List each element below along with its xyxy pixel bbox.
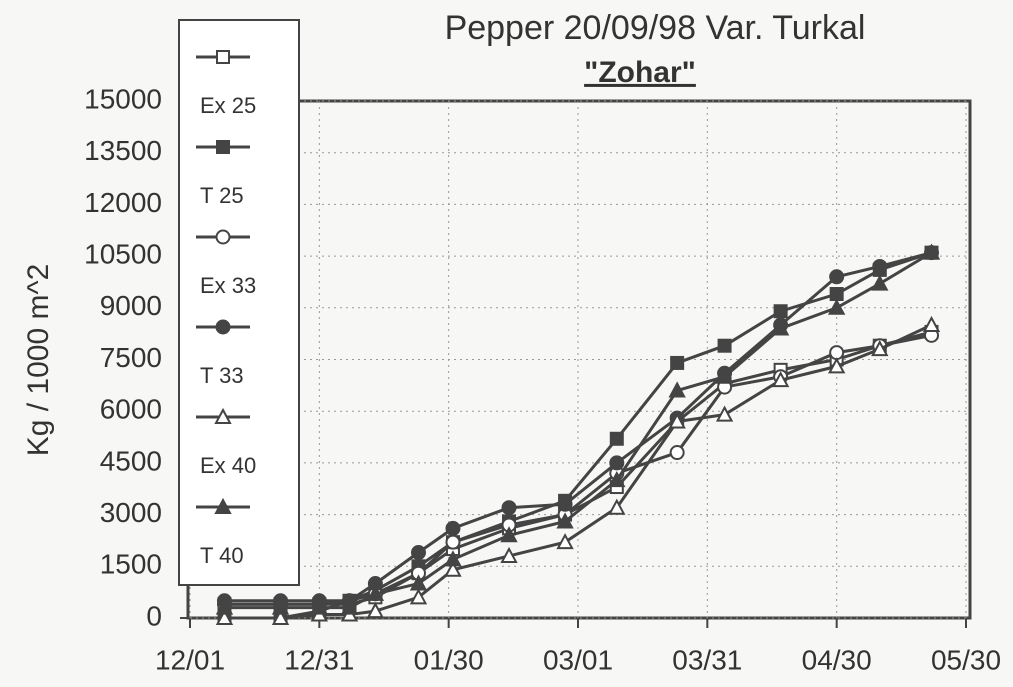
legend-label: Ex 25	[200, 93, 256, 118]
marker	[214, 497, 232, 514]
y-tick-label: 4500	[100, 445, 162, 476]
chart-subtitle: "Zohar"	[584, 56, 696, 89]
x-tick-label: 12/31	[284, 644, 354, 675]
marker	[445, 534, 461, 550]
marker	[500, 526, 518, 543]
marker	[215, 608, 234, 625]
marker	[409, 588, 428, 605]
marker	[715, 367, 734, 384]
legend-label: T 25	[200, 183, 244, 208]
x-tick-label: 12/01	[155, 644, 225, 675]
legend-label: Ex 33	[200, 273, 256, 298]
y-tick-label: 15000	[84, 83, 162, 114]
marker	[829, 287, 844, 302]
marker	[501, 500, 517, 516]
series-line	[224, 323, 933, 620]
x-tick-label: 01/30	[414, 644, 484, 675]
marker	[214, 407, 232, 424]
marker	[608, 498, 626, 515]
legend-label: Ex 40	[200, 453, 256, 478]
marker	[271, 608, 290, 625]
marker	[829, 269, 845, 285]
marker	[829, 345, 845, 361]
y-tick-label: 3000	[100, 497, 162, 528]
marker	[445, 520, 461, 536]
marker	[410, 545, 426, 561]
series-line	[224, 251, 933, 610]
marker	[827, 357, 846, 374]
marker	[670, 355, 685, 370]
marker	[871, 274, 889, 291]
marker	[271, 598, 290, 615]
y-tick-label: 12000	[84, 187, 162, 218]
marker	[409, 574, 428, 591]
legend-label: T 33	[200, 363, 244, 388]
marker	[216, 140, 230, 154]
marker	[215, 598, 234, 615]
marker	[310, 598, 329, 615]
marker	[771, 371, 790, 388]
x-tick-label: 05/30	[931, 644, 1001, 675]
marker	[715, 405, 734, 422]
marker	[872, 258, 888, 274]
y-tick-label: 13500	[84, 135, 162, 166]
marker	[556, 512, 574, 529]
marker	[608, 471, 626, 488]
x-tick-label: 03/31	[672, 644, 742, 675]
y-tick-label: 9000	[100, 290, 162, 321]
y-tick-label: 6000	[100, 394, 162, 425]
legend: Ex 25 T 25 Ex 33 T 33 Ex 40 T 40	[178, 19, 300, 586]
chart-title: Pepper 20/09/98 Var. Turkal	[445, 9, 866, 47]
marker	[773, 304, 788, 319]
marker	[922, 243, 941, 260]
legend-box	[178, 19, 300, 586]
series-line	[224, 251, 932, 603]
marker	[609, 431, 624, 446]
marker	[922, 315, 941, 333]
marker	[366, 601, 385, 619]
marker	[668, 381, 686, 398]
y-axis-label: Kg / 1000 m^2	[22, 264, 55, 457]
x-tick-label: 04/30	[802, 644, 872, 675]
y-tick-label: 0	[146, 600, 162, 631]
marker	[215, 229, 231, 245]
x-tick-label: 03/01	[543, 644, 613, 675]
marker	[609, 455, 625, 471]
marker	[771, 319, 790, 336]
marker	[717, 338, 732, 353]
marker	[871, 340, 889, 357]
marker	[215, 319, 231, 335]
marker	[340, 598, 359, 615]
marker	[500, 546, 518, 563]
legend-label: T 40	[200, 543, 244, 568]
marker	[366, 584, 385, 601]
marker	[444, 550, 462, 567]
marker	[216, 50, 230, 64]
y-tick-label: 1500	[100, 549, 162, 580]
series-line	[224, 333, 932, 606]
marker	[557, 496, 573, 512]
y-tick-label: 10500	[84, 238, 162, 269]
marker	[556, 533, 574, 550]
y-tick-label: 7500	[100, 342, 162, 373]
marker	[668, 412, 686, 429]
marker	[669, 445, 685, 461]
marker	[444, 560, 462, 577]
marker	[827, 298, 846, 315]
